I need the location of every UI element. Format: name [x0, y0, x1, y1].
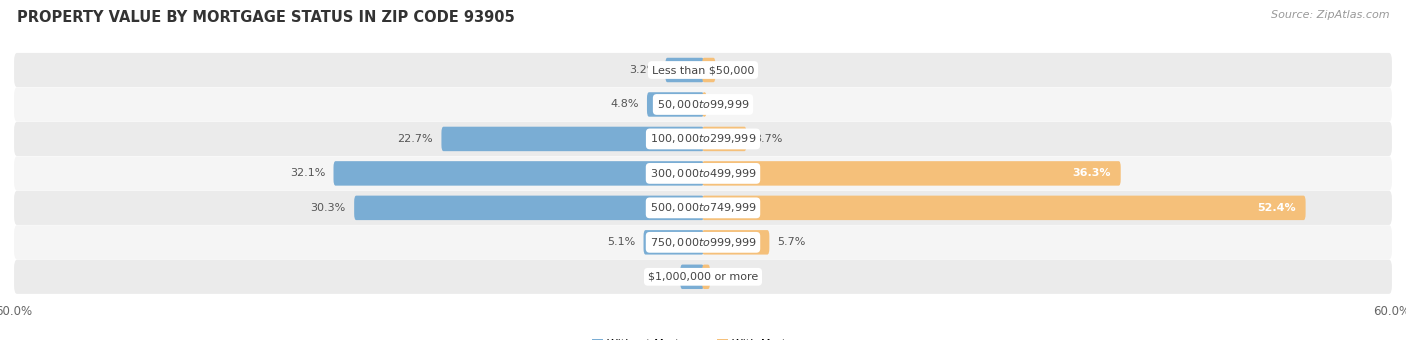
- Text: 0.53%: 0.53%: [718, 272, 754, 282]
- Legend: Without Mortgage, With Mortgage: Without Mortgage, With Mortgage: [592, 339, 814, 340]
- FancyBboxPatch shape: [354, 195, 704, 220]
- FancyBboxPatch shape: [647, 92, 704, 117]
- FancyBboxPatch shape: [333, 161, 704, 186]
- Text: $1,000,000 or more: $1,000,000 or more: [648, 272, 758, 282]
- FancyBboxPatch shape: [14, 156, 1392, 190]
- FancyBboxPatch shape: [14, 260, 1392, 294]
- Text: 1.9%: 1.9%: [644, 272, 672, 282]
- Text: 5.7%: 5.7%: [778, 237, 806, 247]
- FancyBboxPatch shape: [441, 127, 704, 151]
- FancyBboxPatch shape: [702, 161, 1121, 186]
- Text: 3.2%: 3.2%: [628, 65, 657, 75]
- FancyBboxPatch shape: [665, 58, 704, 82]
- FancyBboxPatch shape: [702, 92, 707, 117]
- Text: $750,000 to $999,999: $750,000 to $999,999: [650, 236, 756, 249]
- Text: $500,000 to $749,999: $500,000 to $749,999: [650, 201, 756, 214]
- Text: 52.4%: 52.4%: [1257, 203, 1295, 213]
- Text: 22.7%: 22.7%: [398, 134, 433, 144]
- FancyBboxPatch shape: [702, 230, 769, 255]
- FancyBboxPatch shape: [644, 230, 704, 255]
- Text: PROPERTY VALUE BY MORTGAGE STATUS IN ZIP CODE 93905: PROPERTY VALUE BY MORTGAGE STATUS IN ZIP…: [17, 10, 515, 25]
- FancyBboxPatch shape: [702, 127, 747, 151]
- FancyBboxPatch shape: [14, 122, 1392, 156]
- Text: 30.3%: 30.3%: [311, 203, 346, 213]
- FancyBboxPatch shape: [702, 195, 1306, 220]
- Text: 5.1%: 5.1%: [607, 237, 636, 247]
- Text: $50,000 to $99,999: $50,000 to $99,999: [657, 98, 749, 111]
- Text: $300,000 to $499,999: $300,000 to $499,999: [650, 167, 756, 180]
- Text: 0.23%: 0.23%: [714, 100, 751, 109]
- Text: Source: ZipAtlas.com: Source: ZipAtlas.com: [1271, 10, 1389, 20]
- Text: $100,000 to $299,999: $100,000 to $299,999: [650, 133, 756, 146]
- FancyBboxPatch shape: [14, 225, 1392, 259]
- Text: 1.0%: 1.0%: [724, 65, 752, 75]
- Text: 3.7%: 3.7%: [755, 134, 783, 144]
- FancyBboxPatch shape: [14, 87, 1392, 121]
- FancyBboxPatch shape: [14, 191, 1392, 225]
- Text: 32.1%: 32.1%: [290, 168, 325, 179]
- Text: 36.3%: 36.3%: [1073, 168, 1111, 179]
- FancyBboxPatch shape: [14, 53, 1392, 87]
- FancyBboxPatch shape: [702, 58, 716, 82]
- Text: 4.8%: 4.8%: [610, 100, 638, 109]
- Text: Less than $50,000: Less than $50,000: [652, 65, 754, 75]
- FancyBboxPatch shape: [702, 265, 710, 289]
- FancyBboxPatch shape: [681, 265, 704, 289]
